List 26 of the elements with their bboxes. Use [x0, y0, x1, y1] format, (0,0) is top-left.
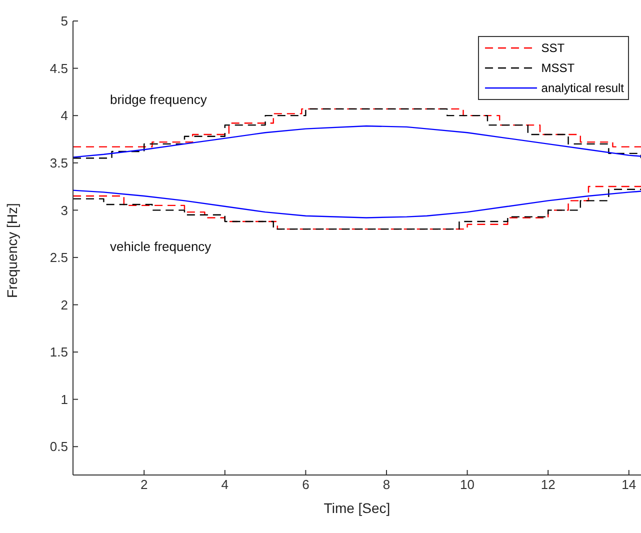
line-series: [73, 190, 641, 218]
legend-label: analytical result: [541, 80, 624, 97]
y-tick-label: 3.5: [50, 155, 68, 170]
x-tick-label: 2: [140, 477, 148, 492]
x-tick-label: 10: [460, 477, 475, 492]
y-tick-label: 1.5: [50, 344, 68, 360]
legend-label: MSST: [541, 60, 575, 77]
y-tick-label: 4.5: [50, 60, 68, 76]
x-tick-label: 12: [540, 477, 556, 492]
x-tick-label: 4: [221, 477, 229, 492]
annotation: bridge frequency: [110, 92, 207, 107]
y-tick-label: 2: [60, 297, 68, 312]
y-tick-label: 0.5: [50, 439, 68, 454]
y-tick-label: 3: [60, 202, 68, 218]
y-axis-title: Frequency [Hz]: [4, 203, 20, 298]
y-tick-label: 1: [60, 392, 68, 407]
y-tick-label: 2.5: [50, 250, 68, 266]
x-tick-label: 6: [302, 477, 310, 492]
x-axis-title: Time [Sec]: [324, 500, 390, 516]
legend-label: SST: [541, 40, 565, 57]
line-series: [73, 125, 641, 158]
x-tick-label: 8: [382, 477, 390, 492]
y-tick-label: 5: [60, 14, 68, 29]
y-tick-label: 4: [60, 108, 68, 124]
annotation: vehicle frequency: [110, 239, 212, 254]
x-tick-label: 14: [622, 477, 636, 492]
